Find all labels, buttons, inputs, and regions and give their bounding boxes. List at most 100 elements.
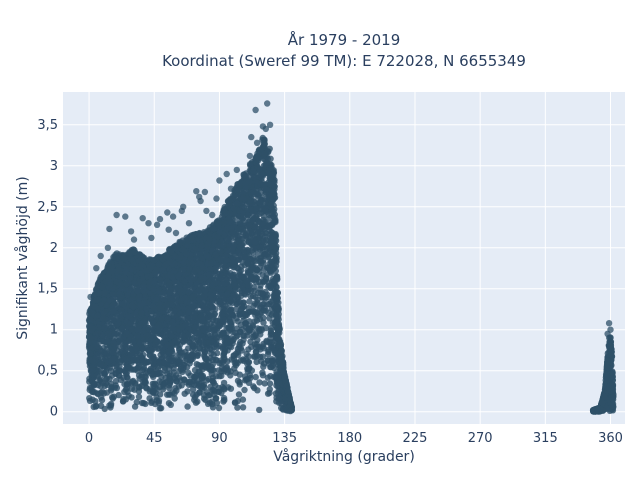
data-point <box>95 353 101 359</box>
data-point <box>237 220 243 226</box>
data-point <box>143 299 149 305</box>
data-point <box>146 395 152 401</box>
data-point <box>100 316 106 322</box>
data-point <box>245 235 251 241</box>
data-point <box>208 332 214 338</box>
data-point <box>261 140 267 146</box>
data-point <box>102 356 108 362</box>
data-point <box>109 372 115 378</box>
data-point <box>238 236 244 242</box>
data-point <box>155 327 161 333</box>
data-point <box>102 406 108 412</box>
data-point <box>211 344 217 350</box>
data-point <box>187 379 193 385</box>
data-point <box>147 358 153 364</box>
data-point <box>254 301 260 307</box>
data-point <box>109 394 115 400</box>
data-point <box>242 312 248 318</box>
data-point <box>109 349 115 355</box>
data-point <box>141 380 147 386</box>
data-point <box>251 257 257 263</box>
data-point <box>118 377 124 383</box>
data-point <box>176 347 182 353</box>
data-point <box>160 383 166 389</box>
data-point <box>256 407 262 413</box>
data-point <box>194 361 200 367</box>
data-point <box>224 276 230 282</box>
data-point <box>266 194 272 200</box>
data-point <box>241 358 247 364</box>
data-point <box>177 377 183 383</box>
data-point <box>268 259 274 265</box>
data-point <box>251 284 257 290</box>
data-point <box>221 386 227 392</box>
data-point <box>134 399 140 405</box>
data-point <box>253 374 259 380</box>
data-point <box>232 330 238 336</box>
data-point <box>128 394 134 400</box>
data-point <box>261 226 267 232</box>
data-point <box>179 332 185 338</box>
data-point <box>169 358 175 364</box>
data-point <box>150 381 156 387</box>
data-point <box>214 335 220 341</box>
data-point <box>104 389 110 395</box>
data-point <box>201 384 207 390</box>
data-point <box>153 296 159 302</box>
data-point <box>220 398 226 404</box>
data-point <box>194 330 200 336</box>
data-point <box>228 386 234 392</box>
data-point <box>142 401 148 407</box>
data-point <box>262 380 268 386</box>
data-point <box>248 206 254 212</box>
data-point <box>220 242 226 248</box>
data-point <box>218 357 224 363</box>
data-point <box>245 366 251 372</box>
data-point <box>134 288 140 294</box>
data-point <box>107 365 113 371</box>
data-point <box>237 299 243 305</box>
data-point <box>241 387 247 393</box>
data-point <box>208 350 214 356</box>
data-point <box>101 325 107 331</box>
data-point <box>235 378 241 384</box>
data-point <box>273 390 279 396</box>
data-point <box>191 324 197 330</box>
data-point <box>230 255 236 261</box>
data-point <box>206 339 212 345</box>
data-point <box>236 312 242 318</box>
data-point <box>166 400 172 406</box>
data-point <box>215 367 221 373</box>
data-point <box>252 239 258 245</box>
data-point <box>139 374 145 380</box>
data-point <box>240 396 246 402</box>
data-point <box>246 298 252 304</box>
data-point <box>182 391 188 397</box>
data-point <box>273 350 279 356</box>
data-point <box>164 342 170 348</box>
data-point <box>184 403 190 409</box>
data-point <box>217 292 223 298</box>
data-point <box>129 303 135 309</box>
data-point <box>214 350 220 356</box>
data-point <box>194 377 200 383</box>
data-point <box>202 361 208 367</box>
data-point <box>240 229 246 235</box>
data-point <box>197 345 203 351</box>
data-point <box>136 388 142 394</box>
data-point <box>227 368 233 374</box>
data-point <box>221 335 227 341</box>
data-point <box>237 339 243 345</box>
data-point <box>95 343 101 349</box>
data-point <box>157 276 163 282</box>
data-point <box>258 195 264 201</box>
data-point <box>249 247 255 253</box>
data-point <box>245 270 251 276</box>
data-point <box>92 398 98 404</box>
data-point <box>248 344 254 350</box>
data-point <box>200 339 206 345</box>
data-point <box>247 200 253 206</box>
data-point <box>207 399 213 405</box>
data-point <box>86 395 92 401</box>
